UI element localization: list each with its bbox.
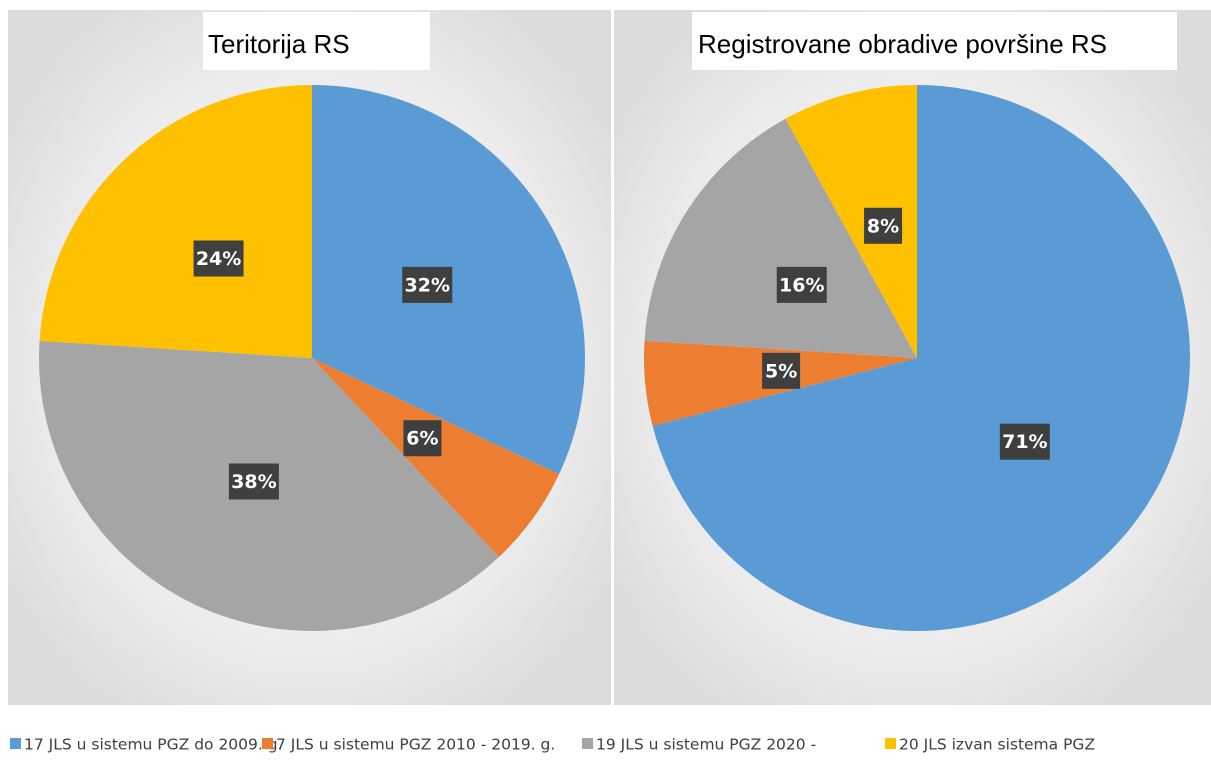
- data-label-box: [193, 240, 244, 277]
- legend-swatch: [582, 738, 593, 749]
- pie-slice: [39, 85, 313, 358]
- pie-slice: [312, 358, 560, 558]
- legend-label: 7 JLS u sistemu PGZ 2010 - 2019. g.: [276, 736, 555, 754]
- pie-slice: [644, 118, 917, 358]
- data-label: 5%: [765, 360, 797, 382]
- chart-title: Registrovane obradive površine RS: [698, 29, 1107, 59]
- data-label-box: [403, 420, 442, 457]
- legend-swatch: [885, 738, 896, 749]
- data-label-box: [864, 207, 903, 244]
- title-box: [692, 12, 1177, 70]
- legend-label: 19 JLS u sistemu PGZ 2020 -: [596, 736, 816, 754]
- pie-slice: [652, 85, 1191, 631]
- legend-label: 17 JLS u sistemu PGZ do 2009. g.: [24, 736, 283, 754]
- data-label-box: [228, 463, 279, 500]
- chart-title: Teritorija RS: [208, 29, 350, 59]
- legend-label: 20 JLS izvan sistema PGZ: [899, 736, 1095, 754]
- data-label: 6%: [406, 428, 438, 450]
- pie-slice: [785, 85, 917, 358]
- data-label: 16%: [779, 274, 824, 296]
- data-label-box: [402, 266, 453, 303]
- data-label: 24%: [196, 248, 241, 270]
- title-box: [203, 12, 430, 70]
- data-label-box: [999, 423, 1050, 460]
- data-label-box: [762, 352, 801, 389]
- data-label: 71%: [1002, 431, 1047, 453]
- data-label-box: [776, 266, 827, 303]
- data-label: 32%: [405, 274, 450, 296]
- data-label: 8%: [867, 215, 899, 237]
- legend-swatch: [10, 738, 21, 749]
- data-label: 38%: [231, 471, 276, 493]
- legend-swatch: [262, 738, 273, 749]
